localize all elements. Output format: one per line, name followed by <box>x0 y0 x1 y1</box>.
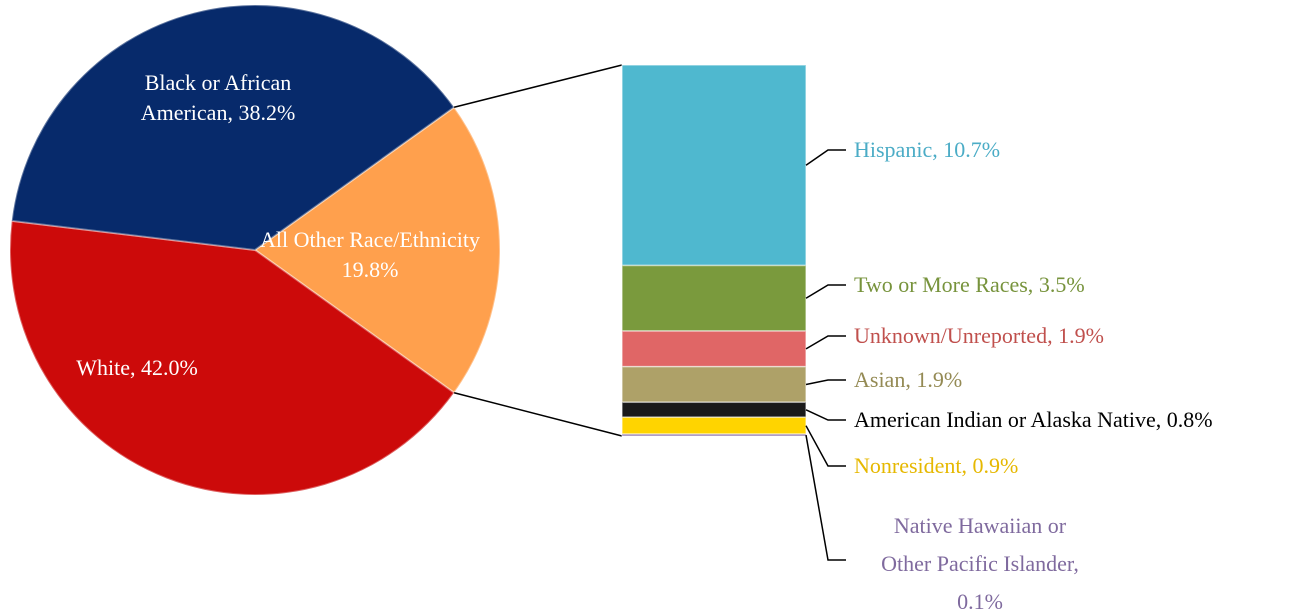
connector-line <box>453 392 623 437</box>
bar-label: Hispanic, 10.7% <box>854 135 1000 165</box>
label-category: Asian, <box>854 367 911 392</box>
bar-segment <box>621 64 807 267</box>
bar-label: Native Hawaiian or Other Pacific Islande… <box>868 507 1093 610</box>
bar-label: American Indian or Alaska Native, 0.8% <box>854 405 1213 435</box>
leader-line <box>805 425 846 467</box>
bar-label: Unknown/Unreported, 1.9% <box>854 321 1104 351</box>
label-category: Two or More Races, <box>854 272 1034 297</box>
label-value: 0.9% <box>972 453 1019 478</box>
bar-segment <box>621 264 807 332</box>
pie-slice <box>10 4 456 252</box>
label-category: White, <box>76 355 136 380</box>
label-value: 3.5% <box>1038 272 1085 297</box>
label-category: Black or African American, <box>140 70 292 125</box>
pie-slice <box>253 105 501 395</box>
leader-line <box>805 379 846 386</box>
connector-line <box>453 64 623 108</box>
label-category: Native Hawaiian or Other Pacific Islande… <box>881 513 1079 576</box>
pie-label: All Other Race/Ethnicity 19.8% <box>235 225 505 285</box>
bar-segment <box>621 365 807 404</box>
leader-line <box>805 149 846 166</box>
bar-segment <box>621 330 807 368</box>
label-value: 1.9% <box>1058 323 1104 348</box>
label-category: American Indian or Alaska Native, <box>854 407 1162 432</box>
label-category: All Other Race/Ethnicity <box>260 227 480 252</box>
label-value: 10.7% <box>943 137 1001 162</box>
label-value: 19.8% <box>341 257 399 282</box>
label-value: 0.8% <box>1166 407 1213 432</box>
label-category: Unknown/Unreported, <box>854 323 1053 348</box>
bar-label: Asian, 1.9% <box>854 365 962 395</box>
label-category: Nonresident, <box>854 453 968 478</box>
bar-segment <box>621 401 807 419</box>
leader-line <box>805 409 846 421</box>
label-value: 0.1% <box>957 589 1003 610</box>
bar-segment <box>621 433 807 437</box>
pie-slice <box>9 219 456 496</box>
label-value: 38.2% <box>238 100 296 125</box>
bar-segment <box>621 416 807 435</box>
pie-label: Black or African American, 38.2% <box>123 68 313 128</box>
label-value: 1.9% <box>916 367 963 392</box>
leader-line <box>805 284 846 299</box>
leader-line <box>805 434 846 561</box>
label-value: 42.0% <box>140 355 198 380</box>
label-category: Hispanic, <box>854 137 938 162</box>
bar-label: Nonresident, 0.9% <box>854 451 1018 481</box>
bar-label: Two or More Races, 3.5% <box>854 270 1085 300</box>
pie-label: White, 42.0% <box>12 353 262 383</box>
leader-line <box>805 335 846 350</box>
